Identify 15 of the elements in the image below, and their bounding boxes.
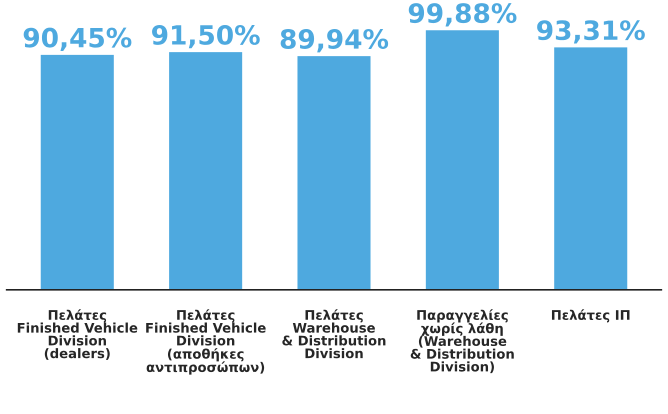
x-tick-label: Πελάτες Finished Vehicle Division (dealers) [18,309,138,360]
x-tick-label: Παραγγελίες χωρίς λάθη (Warehouse & Distribution Division) [410,309,514,374]
data-label: 91,50% [152,24,260,48]
data-label: 90,45% [24,28,132,52]
bar [168,50,244,290]
bar [552,46,629,290]
bar [424,28,500,290]
x-tick-label: Πελάτες Warehouse & Distribution Division [282,309,386,358]
x-tick-label: Πελάτες Finished Vehicle Division (αποθήκες αντιπροσώπων) [146,309,266,375]
data-label: 89,94% [280,29,388,52]
data-label: 93,31% [537,20,645,44]
data-label: 99,88% [408,3,516,26]
bar [39,53,116,290]
x-tick-label: Πελάτες ΙΠ [552,309,630,323]
bar [296,54,372,290]
